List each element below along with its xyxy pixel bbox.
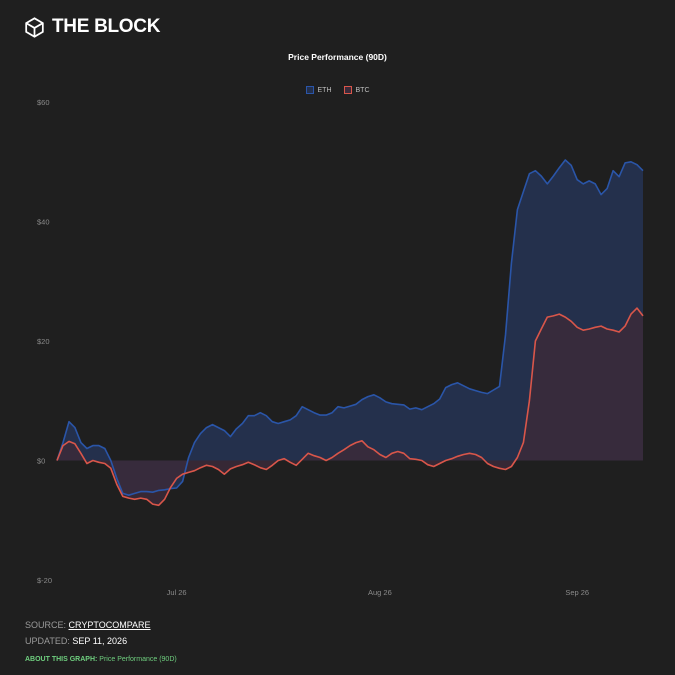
footer-about: ABOUT THIS GRAPH: Price Performance (90D…	[25, 656, 177, 663]
source-label: SOURCE:	[25, 620, 67, 630]
x-tick-label: Jul 26	[167, 588, 187, 597]
y-tick-label: $20	[37, 337, 50, 346]
block-cube-icon	[25, 16, 44, 38]
y-tick-label: $60	[37, 98, 50, 107]
legend-label-eth: ETH	[317, 86, 332, 94]
footer-updated: UPDATED: SEP 11, 2026	[25, 636, 127, 646]
area-eth	[57, 160, 643, 496]
source-link[interactable]: CRYPTOCOMPARE	[68, 620, 151, 630]
legend-swatch-btc	[343, 86, 352, 94]
y-tick-label: $40	[37, 218, 50, 227]
legend-swatch-eth	[305, 86, 314, 94]
brand-name: THE BLOCK	[52, 16, 161, 37]
line-btc	[56, 307, 644, 507]
brand-header[interactable]: THE BLOCK	[24, 16, 160, 38]
chart-legend: ETH BTC	[0, 86, 675, 94]
updated-value: SEP 11, 2026	[72, 636, 128, 646]
about-value: Price Performance (90D)	[99, 656, 177, 663]
updated-label: UPDATED:	[25, 636, 70, 646]
y-tick-label: $-20	[37, 576, 52, 585]
legend-item-btc[interactable]: BTC	[343, 86, 370, 94]
line-eth	[56, 159, 644, 497]
legend-label-btc: BTC	[355, 86, 370, 94]
x-tick-label: Sep 26	[565, 588, 589, 597]
y-tick-label: $0	[37, 457, 45, 466]
x-tick-label: Aug 26	[368, 588, 392, 597]
legend-item-eth[interactable]: ETH	[305, 86, 332, 94]
about-label: ABOUT THIS GRAPH:	[25, 656, 98, 663]
chart-title: Price Performance (90D)	[288, 52, 387, 62]
price-performance-chart: $60 $40 $20 $0 $-20 Jul 26 Aug 26 Sep 26	[37, 98, 644, 597]
footer-source: SOURCE: CRYPTOCOMPARE	[25, 620, 151, 630]
